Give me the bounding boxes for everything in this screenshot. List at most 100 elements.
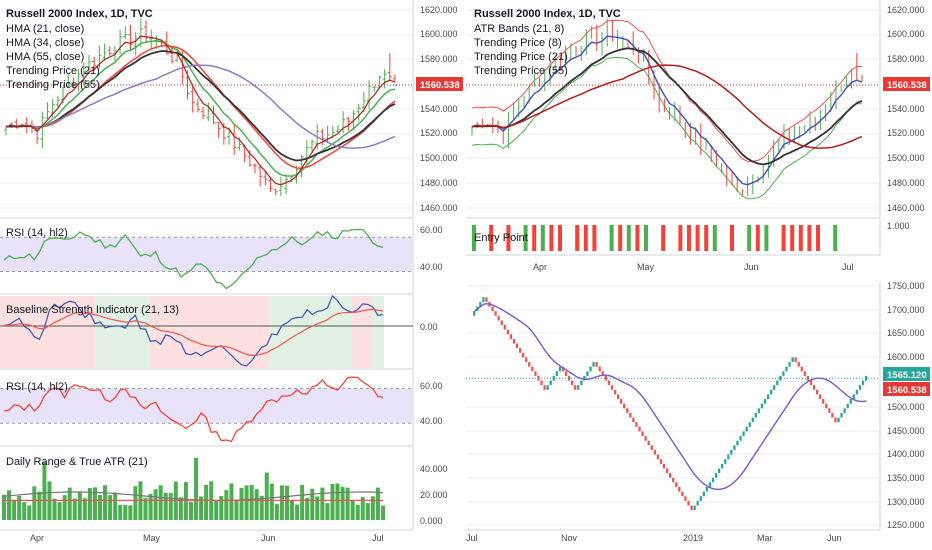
range-bar bbox=[310, 488, 315, 520]
entry-point-bar bbox=[506, 225, 511, 251]
entry-point-bar bbox=[523, 225, 528, 251]
left-chart-title: Russell 2000 Index, 1D, TVC bbox=[6, 8, 153, 20]
range-bar bbox=[345, 487, 350, 520]
range-bar bbox=[128, 505, 133, 520]
right-legend-atr: ATR Bands (21, 8) bbox=[474, 23, 564, 35]
entry-point-bar bbox=[695, 225, 700, 251]
renko-brick bbox=[757, 408, 761, 413]
renko-brick bbox=[800, 366, 803, 372]
left-price-pane[interactable] bbox=[0, 0, 414, 219]
bsi-zone bbox=[150, 296, 170, 368]
entry-point-bar bbox=[781, 225, 786, 251]
renko-brick bbox=[662, 463, 666, 469]
bsi-zone bbox=[170, 296, 270, 368]
range-bar bbox=[17, 495, 22, 520]
renko-brick bbox=[763, 399, 767, 404]
right-price-tick: 1580.000 bbox=[887, 54, 925, 64]
range-bar bbox=[305, 497, 310, 520]
bsi-zone bbox=[95, 296, 150, 368]
left-legend-hma34: HMA (34, close) bbox=[6, 37, 84, 49]
renko-brick bbox=[638, 426, 641, 432]
renko-brick bbox=[770, 389, 773, 395]
right-price-tick: 1460.000 bbox=[887, 203, 925, 213]
hma21-line bbox=[5, 40, 396, 177]
right-price-tick: 1600.000 bbox=[887, 29, 925, 39]
renko-month-label: Jun bbox=[827, 533, 842, 543]
left-price-tick: 1500.000 bbox=[420, 153, 458, 163]
entry-point-bar bbox=[764, 225, 769, 251]
rsi-line bbox=[3, 376, 384, 443]
renko-brick bbox=[601, 371, 604, 376]
renko-brick bbox=[607, 380, 611, 386]
left-price-tick: 1580.000 bbox=[420, 54, 458, 64]
renko-brick bbox=[479, 301, 482, 307]
left-month-label: May bbox=[143, 533, 161, 543]
left-range-tick: 20.000 bbox=[420, 490, 448, 500]
range-bar bbox=[375, 487, 380, 520]
right-renko-pane[interactable] bbox=[466, 282, 881, 531]
left-range-pane[interactable] bbox=[0, 447, 414, 531]
left-price-tick: 1600.000 bbox=[420, 29, 458, 39]
right-price-pane[interactable] bbox=[466, 0, 881, 219]
renko-brick bbox=[672, 477, 675, 483]
range-bar bbox=[92, 487, 97, 520]
left-legend-hma21: HMA (21, close) bbox=[6, 23, 84, 35]
entry-point-bar bbox=[712, 225, 717, 251]
renko-brick bbox=[647, 440, 650, 446]
right-entry-pane[interactable] bbox=[466, 219, 881, 256]
range-bar bbox=[269, 483, 274, 520]
renko-brick bbox=[721, 463, 724, 469]
renko-brick bbox=[635, 422, 638, 427]
left-rsi2-pane[interactable] bbox=[0, 370, 414, 447]
renko-brick bbox=[629, 412, 632, 418]
renko-brick bbox=[773, 385, 776, 390]
renko-brick bbox=[803, 371, 806, 376]
renko-price-tick: 1450.000 bbox=[887, 426, 925, 436]
right-month-label: May bbox=[637, 262, 655, 272]
range-bar bbox=[183, 482, 188, 520]
renko-brick bbox=[819, 394, 822, 400]
entry-point-bar bbox=[798, 225, 803, 251]
right-price-axis: 1620.000 1600.000 1580.000 1540.000 1520… bbox=[887, 5, 925, 213]
renko-brick bbox=[491, 306, 494, 312]
renko-brick bbox=[546, 385, 549, 390]
range-bar bbox=[123, 504, 128, 520]
range-bar bbox=[264, 472, 269, 520]
renko-brick bbox=[776, 380, 779, 386]
left-price-tick: 1620.000 bbox=[420, 5, 458, 15]
renko-brick bbox=[543, 385, 546, 390]
right-price-tick: 1620.000 bbox=[887, 5, 925, 15]
range-bar bbox=[62, 495, 67, 520]
renko-brick bbox=[598, 366, 601, 372]
right-month-label: Jul bbox=[842, 262, 854, 272]
rsi-band bbox=[0, 237, 413, 272]
renko-brick bbox=[766, 394, 770, 400]
left-rsi1-pane[interactable] bbox=[0, 219, 414, 295]
range-bar bbox=[57, 502, 62, 520]
left-bsi-pane[interactable] bbox=[0, 294, 414, 370]
right-legend-trend21: Trending Price (21) bbox=[474, 51, 568, 63]
renko-month-label: 2019 bbox=[683, 533, 703, 543]
left-legend-hma55: HMA (55, close) bbox=[6, 51, 84, 63]
range-bar bbox=[199, 496, 204, 520]
renko-brick bbox=[714, 473, 718, 478]
renko-brick bbox=[497, 315, 500, 321]
left-rsi2-tick: 40.00 bbox=[420, 416, 443, 426]
entry-point-bar bbox=[540, 225, 545, 251]
right-chart-title: Russell 2000 Index, 1D, TVC bbox=[474, 8, 621, 20]
right-legend-trend55: Trending Price (55) bbox=[474, 65, 568, 77]
renko-brick bbox=[659, 459, 663, 464]
trend55-line bbox=[471, 64, 863, 149]
bsi-zone bbox=[0, 296, 22, 368]
renko-brick bbox=[858, 385, 862, 390]
trend55-line bbox=[5, 35, 396, 186]
renko-brick bbox=[754, 412, 757, 418]
range-bar bbox=[244, 485, 249, 520]
renko-brick bbox=[855, 389, 859, 395]
renko-brick bbox=[702, 491, 705, 497]
renko-brick bbox=[748, 422, 751, 427]
renko-brick bbox=[696, 500, 699, 506]
entry-point-bar bbox=[558, 225, 562, 251]
right-price-tick: 1500.000 bbox=[887, 153, 925, 163]
range-bar bbox=[113, 492, 118, 520]
